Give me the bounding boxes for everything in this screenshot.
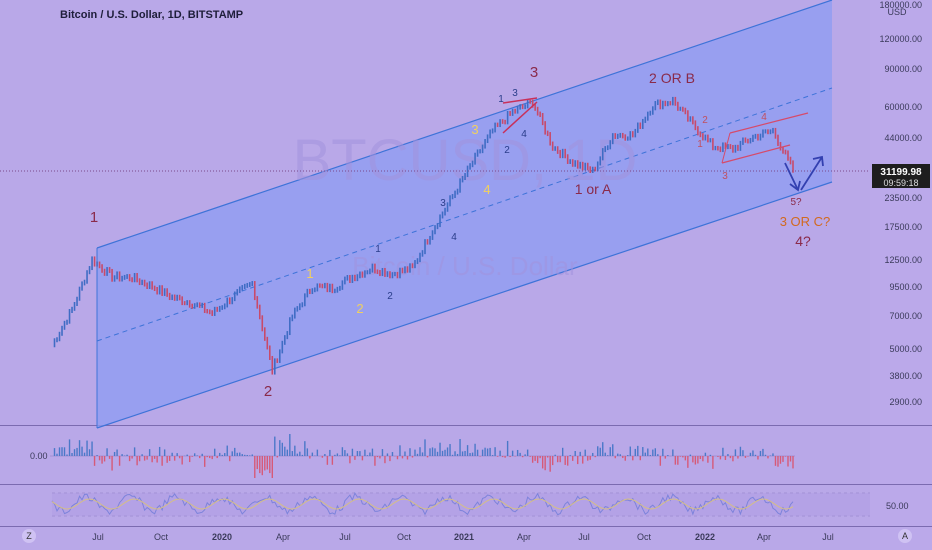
wave-labels[interactable]: 1 2 3 2 OR B 1 or A 3 OR C? 4? 5? 1 2 3 4 1 2 3 4 1 2 3 4 1 2… [90, 64, 830, 400]
rsi-ma-line[interactable] [51, 498, 794, 510]
time-tick: Apr [517, 532, 531, 542]
wave-label[interactable]: 3 OR C? [780, 214, 831, 229]
wave-label[interactable]: 1 [498, 94, 504, 105]
wave-label[interactable]: 2 [264, 383, 272, 400]
wave-label[interactable]: 1 [306, 266, 313, 281]
time-tick: Apr [276, 532, 290, 542]
price-tick: 17500.00 [884, 222, 922, 232]
wave-label[interactable]: 5? [790, 197, 802, 208]
price-tick: 3800.00 [889, 371, 922, 381]
wave-label[interactable]: 1 or A [575, 181, 612, 197]
macd-histogram[interactable] [53, 434, 794, 478]
wave-label[interactable]: 1 [90, 209, 98, 226]
wave-label[interactable]: 4 [451, 232, 457, 243]
time-tick: Jul [92, 532, 104, 542]
price-scale-ticks: 180000.00 120000.00 90000.00 60000.00 44000.… [879, 0, 922, 407]
time-tick: Oct [154, 532, 169, 542]
wave-label[interactable]: 4? [795, 233, 811, 249]
rsi-level-label: 50.00 [886, 501, 909, 511]
time-tick: Apr [757, 532, 771, 542]
price-tick: 9500.00 [889, 282, 922, 292]
zoom-button[interactable]: Z [22, 529, 36, 543]
price-tick: 60000.00 [884, 102, 922, 112]
rsi-line[interactable] [51, 492, 794, 516]
wave-label[interactable]: 4 [521, 129, 527, 140]
wedge-2022-edge [721, 132, 731, 164]
time-tick: Oct [397, 532, 412, 542]
wave-label[interactable]: 3 [440, 198, 446, 209]
time-tick: 2020 [212, 532, 232, 542]
wedge-2022-lower[interactable] [721, 144, 791, 164]
wave-label[interactable]: 3 [512, 88, 518, 99]
time-axis[interactable]: Jul Oct 2020 Apr Jul Oct 2021 Apr Jul Oct 2022 Apr J… [92, 532, 834, 542]
price-scale-pane[interactable] [870, 0, 932, 550]
wedge-2021-lower[interactable] [502, 101, 538, 134]
wave-label[interactable]: 4 [483, 182, 490, 197]
projection-arrows[interactable] [784, 155, 824, 192]
last-price-badge [872, 164, 930, 188]
time-tick: Jul [578, 532, 590, 542]
price-tick: 44000.00 [884, 133, 922, 143]
price-tick: 120000.00 [879, 34, 922, 44]
price-series[interactable] [53, 96, 794, 375]
wave-label[interactable]: 2 OR B [649, 70, 695, 86]
price-tick: 90000.00 [884, 64, 922, 74]
wedge-2021-upper[interactable] [502, 97, 538, 104]
wave-label[interactable]: 2 [356, 301, 363, 316]
price-tick: 2900.00 [889, 397, 922, 407]
wave-label[interactable]: 3 [471, 122, 478, 137]
wave-label[interactable]: 1 [697, 139, 703, 150]
channel-upper-line[interactable] [96, 0, 833, 249]
wave-label[interactable]: 4 [761, 112, 767, 123]
time-tick: 2021 [454, 532, 474, 542]
wave-label[interactable]: 1 [375, 244, 381, 255]
wave-label[interactable]: 3 [530, 64, 538, 81]
watermark-description: Bitcoin / U.S. Dollar [352, 251, 578, 281]
wedge-2022-upper[interactable] [729, 112, 809, 134]
time-tick: 2022 [695, 532, 715, 542]
wave-label[interactable]: 3 [722, 171, 728, 182]
symbol-title[interactable]: Bitcoin / U.S. Dollar, 1D, BITSTAMP [60, 9, 243, 21]
channel-mid-line[interactable] [96, 87, 833, 342]
price-tick: 7000.00 [889, 311, 922, 321]
wave-label[interactable]: 2 [702, 115, 708, 126]
watermark-symbol: BTCUSD, 1D [293, 128, 638, 193]
macd-zero-label: 0.00 [30, 451, 48, 461]
wave-label[interactable]: 2 [504, 145, 510, 156]
rsi-series[interactable] [51, 492, 794, 516]
price-tick: 180000.00 [879, 0, 922, 10]
last-price-value: 31199.98 [880, 167, 922, 178]
time-tick: Jul [822, 532, 834, 542]
price-tick: 12500.00 [884, 255, 922, 265]
auto-scale-button[interactable]: A [898, 529, 912, 543]
channel-lower-line[interactable] [96, 181, 833, 429]
currency-label: USD [887, 7, 907, 17]
time-tick: Jul [339, 532, 351, 542]
wave-label[interactable]: 2 [387, 291, 393, 302]
countdown-timer: 09:59:18 [883, 178, 918, 188]
price-tick: 5000.00 [889, 344, 922, 354]
price-tick: 23500.00 [884, 193, 922, 203]
rsi-band-fill [52, 493, 870, 516]
time-tick: Oct [637, 532, 652, 542]
